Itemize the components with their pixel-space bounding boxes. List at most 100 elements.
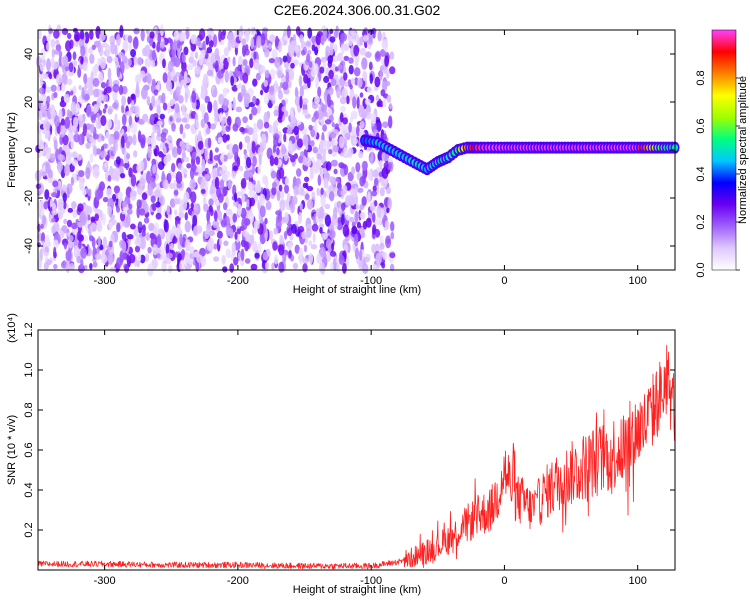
spectrogram-cell [346,95,350,105]
spectrogram-cell [77,67,82,78]
spectrogram-cell [349,216,355,223]
snr-panel: -300 -200 -100 0 100 0.2 0.4 0.6 0.8 1.0 1.2 Heig… [6,313,676,596]
spectrogram-cell [276,147,280,156]
spectrogram-cell [156,41,161,53]
spectrogram-cell [227,32,235,44]
spectrogram-cell [320,187,324,195]
spectrogram-cell [153,89,158,96]
spectrogram-cell [299,254,303,265]
spectrogram-cell [37,28,42,40]
spectrogram-cell [135,81,140,95]
spectrogram-cell [368,31,373,43]
spectrogram-cell [150,60,156,68]
spectrogram-cell [214,147,219,153]
spectrogram-cell [98,72,104,83]
spectrogram-cell [305,41,312,47]
spectrogram-cell [102,196,109,203]
spectrogram-cell [268,85,275,96]
spectrogram-cell [127,96,131,105]
spectrogram-cell [116,66,121,78]
spectrogram-cell [359,249,363,261]
spectrogram-cell [140,28,145,42]
spectrogram-cell [283,133,287,143]
spectrogram-cell [284,211,289,225]
spectrogram-cell [315,76,320,89]
spectrogram-cell [291,195,298,205]
spectrogram-cell [223,240,229,247]
spectrogram-cell [288,140,293,151]
spectrogram-cell [374,177,379,187]
spectrogram-cell [71,159,78,167]
spectrogram-cell [252,240,258,252]
colorbar-frame [711,29,737,271]
spectrogram-cell [263,79,268,87]
spectrogram-cell [92,166,100,179]
spectrogram-cell [252,95,257,105]
spectrogram-cell [389,102,393,110]
spectrogram-cell [386,94,392,104]
snr-multiplier-label: (x10⁴) [6,313,18,343]
spectrogram-cell [308,61,313,68]
spectrogram-cell [105,86,112,94]
spectrogram-cell [390,231,395,240]
spectrogram-cell [37,138,45,150]
spectrogram-cell [333,207,338,219]
spectrogram-cell [212,167,218,180]
spectrogram-cell [375,252,382,265]
spectrogram-cell [176,182,183,189]
spectrogram-cell [330,159,338,167]
spectrogram-cell [89,263,93,270]
spectrogram-cell [107,67,112,81]
spectrogram-cell [213,154,220,161]
spectrogram-cell [284,230,288,240]
spectrogram-cell [160,132,167,139]
spectrogram-cell [348,64,354,75]
spectrogram-cell [141,86,148,100]
spectrogram-cell [173,198,180,205]
spectrogram-cell [51,48,55,58]
spectrogram-cell [110,41,116,55]
spectrogram-cell [154,148,158,157]
spectrogram-cell [282,81,289,91]
spectrogram-cell [58,109,63,120]
spectrogram-cell [225,99,230,106]
spectrogram-cell [218,112,224,121]
spectrogram-cell [274,80,278,93]
spectrogram-cell [302,134,309,147]
spectrogram-cell [61,184,67,192]
spectrogram-cell [99,56,107,70]
spectrogram-cell [97,235,101,247]
spectrogram-cell [240,239,247,248]
spectrogram-cell [137,253,142,263]
spectrogram-cell [61,73,68,86]
spectrogram-cell [359,92,364,98]
spectrogram-cell [96,112,100,119]
spectrogram-cell [38,87,45,95]
spectrogram-cell [85,142,91,149]
spectrogram-cell [278,261,285,273]
spectrogram-cell [94,213,99,222]
spectrogram-cell [112,83,120,93]
spectrogram-cell [170,71,176,77]
spectrogram-cell [212,88,218,98]
spectrogram-cell [361,196,367,206]
spectrogram-cell [256,180,261,193]
spectrogram-cell [47,169,53,179]
spectrogram-cell [45,162,49,174]
spectrogram-cell [88,47,93,55]
spectrogram-cell [319,246,326,258]
spectrogram-cell [324,203,331,210]
spectrogram-cell [70,101,77,114]
spectrogram-cell [157,32,161,45]
spectrogram-cell [307,27,313,39]
spectrogram-cell [363,256,370,263]
spectrogram-cell [240,248,245,261]
spectrogram-noise [35,24,396,277]
spectrogram-cell [170,242,174,251]
spectrogram-cell [126,153,131,160]
spectrogram-cell [348,37,354,47]
spectrogram-cell [322,124,327,132]
spectrogram-cell [362,70,368,82]
spectrogram-cell [68,62,74,73]
spectrogram-cell [238,31,243,42]
